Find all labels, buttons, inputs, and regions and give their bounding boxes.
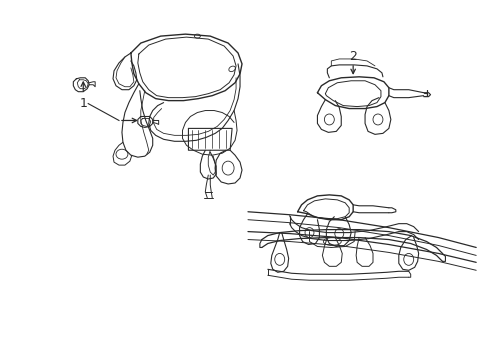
Text: 1: 1 — [79, 97, 87, 110]
Text: 2: 2 — [348, 50, 356, 63]
